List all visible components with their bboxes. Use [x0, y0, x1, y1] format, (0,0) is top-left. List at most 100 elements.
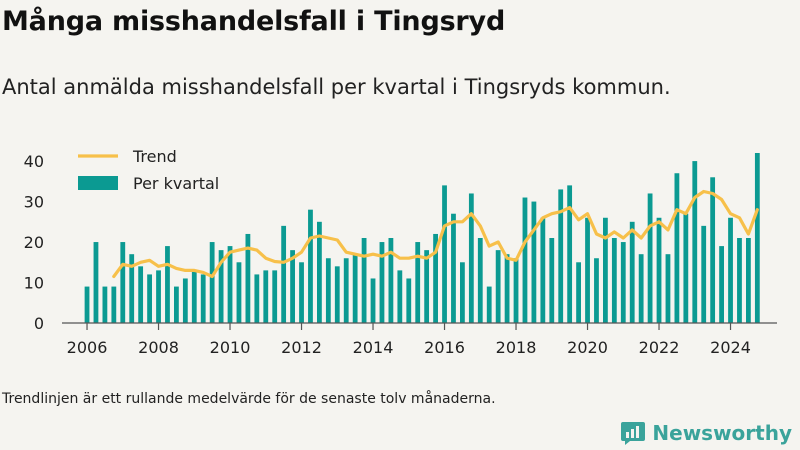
- bar: [477, 238, 483, 323]
- bar: [236, 262, 242, 323]
- bar: [665, 254, 671, 323]
- bar: [558, 189, 564, 323]
- bar: [683, 213, 689, 323]
- bar: [531, 201, 537, 323]
- y-tick-label: 30: [24, 193, 44, 212]
- bar: [674, 173, 680, 323]
- bar: [254, 274, 260, 323]
- bar: [620, 242, 626, 323]
- bar: [156, 270, 161, 323]
- bar: [93, 242, 99, 323]
- bar: [84, 286, 90, 323]
- bar: [379, 242, 385, 323]
- bar: [746, 238, 751, 323]
- bar: [406, 278, 412, 323]
- bar: [129, 254, 135, 323]
- x-tick-label: 2008: [138, 338, 179, 357]
- bar: [165, 246, 170, 323]
- bar: [754, 153, 760, 323]
- bar: [433, 233, 438, 323]
- bar: [308, 209, 313, 323]
- bar: [737, 238, 742, 323]
- bar: [325, 258, 331, 323]
- bar: [460, 262, 465, 323]
- x-axis: 2006 2008 2010 2012 2014 2016 2018 2020 2022 2024: [67, 323, 751, 357]
- bar: [576, 262, 581, 323]
- brand-logo[interactable]: Newsworthy: [620, 420, 792, 446]
- bar: [415, 242, 421, 323]
- x-tick-label: 2020: [567, 338, 608, 357]
- x-tick-label: 2016: [424, 338, 465, 357]
- x-tick-label: 2010: [210, 338, 251, 357]
- bar: [102, 286, 108, 323]
- bar: [218, 250, 224, 323]
- bar: [549, 238, 555, 323]
- bar: [263, 270, 269, 323]
- bar: [343, 258, 349, 323]
- bar: [191, 270, 197, 323]
- bar: [567, 185, 573, 323]
- bar: [317, 221, 322, 323]
- legend: Trend Per kvartal: [70, 143, 235, 198]
- bar: [468, 193, 474, 323]
- bar: [442, 185, 447, 323]
- y-tick-label: 0: [34, 314, 44, 333]
- bar: [182, 278, 188, 323]
- bar: [540, 217, 546, 323]
- y-tick-label: 20: [24, 233, 44, 252]
- x-tick-label: 2012: [281, 338, 322, 357]
- chart-subtitle: Antal anmälda misshandelsfall per kvarta…: [2, 75, 671, 99]
- bar: [281, 225, 287, 323]
- bar: [299, 262, 304, 323]
- bar: [594, 258, 599, 323]
- x-tick-label: 2006: [67, 338, 108, 357]
- brand-name: Newsworthy: [652, 421, 792, 445]
- bar: [629, 221, 635, 323]
- bar: [290, 250, 295, 323]
- bar: [388, 238, 394, 323]
- bar: [504, 254, 510, 323]
- x-tick-label: 2018: [496, 338, 537, 357]
- y-axis: 0 10 20 30 40: [24, 152, 44, 333]
- legend-bars-label: Per kvartal: [133, 174, 219, 193]
- y-tick-label: 40: [24, 152, 44, 171]
- y-tick-label: 10: [24, 274, 44, 293]
- bar: [701, 225, 707, 323]
- bar: [397, 270, 403, 323]
- x-tick-label: 2024: [710, 338, 751, 357]
- chart-title: Många misshandelsfall i Tingsryd: [2, 6, 506, 37]
- bars: [84, 153, 760, 323]
- bar: [656, 217, 662, 323]
- bar: [585, 217, 590, 323]
- bar: [638, 254, 644, 323]
- footnote: Trendlinjen är ett rullande medelvärde f…: [2, 391, 496, 407]
- bar: [603, 217, 608, 323]
- legend-trend-label: Trend: [132, 147, 177, 166]
- bar: [174, 286, 179, 323]
- x-tick-label: 2022: [639, 338, 680, 357]
- bar: [486, 286, 492, 323]
- bar: [719, 246, 724, 323]
- bar: [334, 266, 340, 323]
- bar: [424, 250, 430, 323]
- bar: [111, 286, 117, 323]
- bar: [245, 233, 251, 323]
- newsworthy-icon: [621, 422, 646, 445]
- bar: [451, 213, 456, 323]
- bar: [200, 274, 206, 323]
- bar: [361, 238, 367, 323]
- bar: [495, 250, 501, 323]
- bar: [272, 270, 278, 323]
- trend-line: [112, 189, 759, 279]
- bar: [227, 246, 233, 323]
- legend-bars-swatch: [78, 176, 118, 190]
- bar: [647, 193, 653, 323]
- bar: [692, 161, 698, 323]
- bar: [728, 217, 733, 323]
- bar: [147, 274, 152, 323]
- bar: [209, 242, 215, 323]
- bar: [370, 278, 376, 323]
- bar: [138, 266, 144, 323]
- bar: [710, 177, 716, 323]
